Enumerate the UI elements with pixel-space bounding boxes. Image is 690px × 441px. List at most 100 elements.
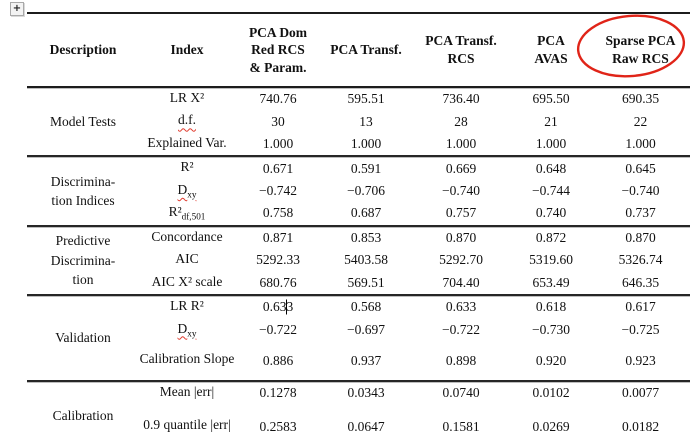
table-row: Explained Var. 1.000 1.000 1.000 1.000 1… <box>27 133 690 156</box>
cell-value[interactable]: −0.742 <box>259 182 297 198</box>
cell-value[interactable]: 646.35 <box>621 274 660 290</box>
cell-value[interactable]: 0.870 <box>591 226 690 249</box>
cell-value[interactable]: 0.0647 <box>347 418 385 434</box>
col-header-pca-avas[interactable]: PCA AVAS <box>511 13 591 88</box>
cell-value[interactable]: 653.49 <box>532 274 570 290</box>
cell-value[interactable]: 0.1278 <box>235 381 321 404</box>
cell-value[interactable]: −0.706 <box>347 182 385 198</box>
cell-value[interactable]: 0.757 <box>445 205 477 221</box>
cell-value[interactable]: 736.40 <box>411 87 511 110</box>
cell-value[interactable]: 0.2583 <box>259 418 297 434</box>
col-header-sparse-pca-raw-rcs[interactable]: Sparse PCA Raw RCS <box>591 13 690 88</box>
cell-value[interactable]: 0.758 <box>262 205 294 221</box>
cell-value[interactable]: 704.40 <box>442 274 480 290</box>
cell-index[interactable]: R²df,501 <box>139 202 235 225</box>
cell-value[interactable]: 0.0102 <box>511 381 591 404</box>
col-header-pca-transf-rcs[interactable]: PCA Transf. RCS <box>411 13 511 88</box>
cell-index[interactable]: Mean |err| <box>139 381 235 404</box>
cell-value[interactable]: 0.937 <box>350 352 382 368</box>
cell-value[interactable]: 0.923 <box>625 352 656 368</box>
cell-value[interactable]: 13 <box>359 113 373 129</box>
cell-value[interactable]: −0.740 <box>621 182 660 198</box>
cell-value[interactable]: 0.669 <box>411 156 511 179</box>
cell-value[interactable]: 5292.33 <box>256 252 300 268</box>
cell-value[interactable]: 5292.70 <box>439 252 483 268</box>
section-label-predictive-discrimination[interactable]: Predictive Discrimina-tion <box>27 226 139 295</box>
cell-index[interactable]: Dxy <box>139 319 235 341</box>
cell-value[interactable]: 30 <box>271 113 285 129</box>
cell-value[interactable]: 680.76 <box>259 274 297 290</box>
section-label-discrimination-indices[interactable]: Discrimina-tion Indices <box>27 156 139 225</box>
section-label-model-tests[interactable]: Model Tests <box>27 87 139 156</box>
cell-index[interactable]: AIC X² scale <box>139 272 235 295</box>
cell-value[interactable]: 0.898 <box>445 352 477 368</box>
table-move-handle-icon[interactable]: + <box>10 2 24 16</box>
cell-value[interactable]: 1.000 <box>625 136 656 152</box>
section-label-validation[interactable]: Validation <box>27 295 139 381</box>
cell-value[interactable]: 5403.58 <box>344 252 388 268</box>
cell-value[interactable]: 569.51 <box>347 274 385 290</box>
cell-index[interactable]: AIC <box>139 249 235 271</box>
cell-value[interactable]: 740.76 <box>235 87 321 110</box>
cell-index[interactable]: Explained Var. <box>139 133 235 156</box>
cell-value[interactable]: 0.740 <box>535 205 567 221</box>
cell-value[interactable]: 0.0269 <box>532 418 570 434</box>
cell-value[interactable]: 0.920 <box>535 352 567 368</box>
cell-index[interactable]: Dxy <box>139 180 235 202</box>
cell-index[interactable]: Concordance <box>139 226 235 249</box>
section-label-calibration[interactable]: Calibration <box>27 381 139 441</box>
cell-value[interactable]: 0.737 <box>625 205 656 221</box>
cell-value[interactable]: 0.617 <box>591 295 690 318</box>
cell-index[interactable]: R² <box>139 156 235 179</box>
cell-value[interactable]: 5326.74 <box>618 252 663 268</box>
cell-index[interactable]: d.f. <box>139 110 235 132</box>
cell-value[interactable]: −0.744 <box>532 182 570 198</box>
col-header-pca-transf[interactable]: PCA Transf. <box>321 13 411 88</box>
cell-value[interactable]: −0.740 <box>442 182 480 198</box>
cell-value[interactable]: 0.618 <box>511 295 591 318</box>
cell-index[interactable]: LR X² <box>139 87 235 110</box>
cell-value[interactable]: 0.671 <box>235 156 321 179</box>
cell-value[interactable]: 1.000 <box>350 136 382 152</box>
cell-value[interactable]: −0.722 <box>442 321 480 337</box>
cell-value[interactable]: 0.591 <box>321 156 411 179</box>
cell-index[interactable]: LR R² <box>139 295 235 318</box>
cell-value[interactable]: 0.871 <box>235 226 321 249</box>
index-label: LR R² <box>170 298 204 314</box>
cell-index[interactable]: 0.9 quantile |err| <box>139 405 235 441</box>
col-header-description[interactable]: Description <box>27 13 139 88</box>
cell-value[interactable]: 0.633 <box>411 295 511 318</box>
cell-value[interactable]: 0.872 <box>511 226 591 249</box>
cell-value[interactable]: 0.0182 <box>621 418 660 434</box>
cell-value[interactable]: −0.725 <box>621 321 660 337</box>
cell-value[interactable]: 0.0343 <box>321 381 411 404</box>
cell-value[interactable]: −0.697 <box>347 321 385 337</box>
cell-value[interactable]: 1.000 <box>445 136 477 152</box>
cell-value[interactable]: 21 <box>544 113 558 129</box>
cell-value[interactable]: 0.1581 <box>442 418 480 434</box>
cell-value[interactable]: 0.886 <box>262 352 294 368</box>
cell-value[interactable]: 28 <box>454 113 468 129</box>
cell-value[interactable]: −0.730 <box>532 321 570 337</box>
cell-value[interactable]: 690.35 <box>591 87 690 110</box>
cell-value[interactable]: 0.853 <box>321 226 411 249</box>
cell-value[interactable]: 0.0077 <box>591 381 690 404</box>
cell-index[interactable]: Calibration Slope <box>139 341 235 381</box>
cell-value[interactable]: 695.50 <box>511 87 591 110</box>
col-header-index[interactable]: Index <box>139 13 235 88</box>
cell-value[interactable]: 0.568 <box>321 295 411 318</box>
cell-value[interactable]: −0.722 <box>259 321 297 337</box>
cell-value[interactable]: 0.648 <box>511 156 591 179</box>
cell-value[interactable]: 595.51 <box>321 87 411 110</box>
cell-value[interactable]: 0.645 <box>591 156 690 179</box>
cell-value[interactable]: 0.687 <box>350 205 382 221</box>
cell-value[interactable]: 1.000 <box>262 136 294 152</box>
cell-value[interactable]: 5319.60 <box>529 252 573 268</box>
cell-value[interactable]: 0.870 <box>411 226 511 249</box>
table-row: AIC 5292.33 5403.58 5292.70 5319.60 5326… <box>27 249 690 271</box>
cell-value[interactable]: 0.633 <box>235 295 321 318</box>
cell-value[interactable]: 0.0740 <box>411 381 511 404</box>
col-header-pca-dom-red-rcs[interactable]: PCA Dom Red RCS & Param. <box>235 13 321 88</box>
cell-value[interactable]: 1.000 <box>535 136 567 152</box>
cell-value[interactable]: 22 <box>633 113 648 129</box>
